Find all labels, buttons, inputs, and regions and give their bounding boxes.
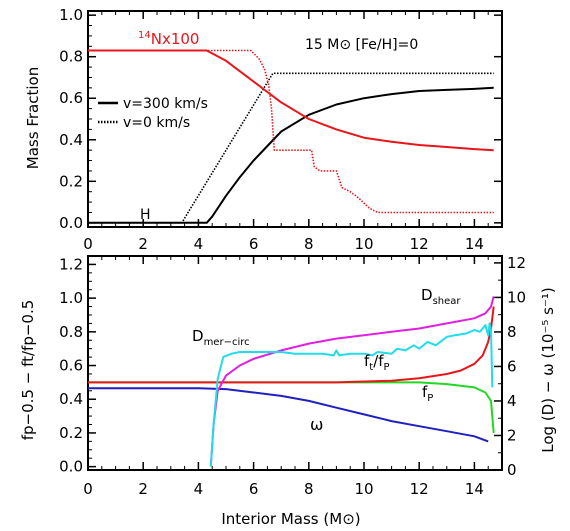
- label-ft-main: f: [364, 352, 370, 370]
- bottom-y2tick-label: 6: [507, 357, 517, 375]
- bottom-y2tick-label: 8: [507, 323, 517, 341]
- bottom-series-0: [88, 387, 489, 443]
- top-ytick-label: 0.4: [59, 131, 83, 149]
- bottom-ytick-label: 0.4: [59, 390, 83, 408]
- legend-dotted-label: v=0 km/s: [123, 115, 190, 131]
- top-series-0: [88, 86, 494, 224]
- label-ft-sub: t: [369, 362, 373, 373]
- label-n14-sup: 14: [138, 30, 151, 41]
- bottom-ylabel-left: fp−0.5 − ft/fp−0.5: [19, 300, 37, 441]
- label-d-mer-sub: mer−circ: [204, 337, 250, 348]
- top-ytick-label: 0.0: [59, 214, 83, 232]
- bottom-ytick-label: 1.0: [59, 289, 83, 307]
- label-d-shear-sub: shear: [433, 296, 462, 307]
- bottom-panel: 0 2 4 6 8 10 12 14 0.0 0.2 0.4 0.6 0.8 1.0 1.2 0 2 4 6 8 10 1…: [59, 254, 526, 498]
- bottom-ylabel-right: Log (D) − ω (10⁻⁵ s⁻¹): [539, 287, 557, 452]
- top-series-3: [88, 49, 494, 214]
- bottom-ytick-label: 0.8: [59, 323, 83, 341]
- bottom-xtick-label: 0: [83, 480, 93, 498]
- bottom-ytick-label: 0.6: [59, 357, 83, 375]
- bottom-xlabel: Interior Mass (M⊙): [221, 510, 360, 528]
- bottom-series-1: [88, 381, 495, 433]
- bottom-series-2: [88, 306, 495, 384]
- label-fp-main-sub: P: [427, 393, 433, 404]
- top-xtick-label: 8: [304, 235, 314, 253]
- top-series-2: [88, 49, 494, 152]
- bottom-ytick-label: 1.2: [59, 255, 83, 273]
- bottom-xtick-label: 14: [465, 480, 484, 498]
- label-fp: fP: [422, 383, 433, 404]
- label-d-mer-main: D: [192, 327, 204, 345]
- label-omega: ω: [310, 415, 323, 434]
- top-xtick-label: 10: [354, 235, 373, 253]
- label-d-shear-main: D: [421, 286, 433, 304]
- bottom-xtick-label: 4: [194, 480, 204, 498]
- bottom-xtick-label: 10: [354, 480, 373, 498]
- bottom-y2tick-label: 12: [507, 254, 526, 272]
- label-fp-sub: P: [384, 362, 390, 373]
- bottom-series-4: [209, 322, 494, 467]
- top-xtick-label: 6: [249, 235, 259, 253]
- top-series-1: [88, 72, 494, 224]
- top-xtick-label: 2: [138, 235, 148, 253]
- top-panel: 0 2 4 6 8 10 12 14 0.0 0.2 0.4 0.6 0.8 1.0: [59, 6, 503, 253]
- bottom-y2tick-label: 0: [507, 461, 517, 479]
- bottom-ytick-label: 0.2: [59, 424, 83, 442]
- bottom-xtick-label: 6: [249, 480, 259, 498]
- top-ytick-label: 0.8: [59, 48, 83, 66]
- top-xtick-label: 12: [410, 235, 429, 253]
- bottom-xtick-label: 2: [138, 480, 148, 498]
- top-ytick-label: 0.2: [59, 172, 83, 190]
- label-n14-text: Nx100: [151, 30, 200, 48]
- annotation-mass-metallicity: 15 M⊙ [Fe/H]=0: [305, 37, 418, 53]
- label-fp-main: f: [422, 383, 428, 401]
- bottom-xtick-label: 12: [410, 480, 429, 498]
- top-xtick-label: 14: [465, 235, 484, 253]
- bottom-y2tick-label: 4: [507, 392, 517, 410]
- label-fp-slash: /f: [373, 352, 384, 370]
- legend: v=300 km/s v=0 km/s: [98, 96, 208, 131]
- top-xtick-label: 0: [83, 235, 93, 253]
- label-ft-fp: ft/fP: [364, 352, 390, 373]
- top-ytick-label: 1.0: [59, 6, 83, 24]
- bottom-ytick-label: 0.0: [59, 458, 83, 476]
- bottom-y2tick-label: 2: [507, 426, 517, 444]
- bottom-frame: [87, 255, 503, 471]
- label-d-mer-circ: Dmer−circ: [192, 327, 250, 348]
- label-h: H: [140, 207, 151, 223]
- bottom-xtick-label: 8: [304, 480, 314, 498]
- top-ytick-label: 0.6: [59, 89, 83, 107]
- legend-solid-label: v=300 km/s: [123, 96, 208, 112]
- bottom-y2tick-label: 10: [507, 288, 526, 306]
- label-n14: 14Nx100: [138, 30, 199, 48]
- label-d-shear: Dshear: [421, 286, 461, 307]
- top-xtick-label: 4: [194, 235, 204, 253]
- bottom-series-3: [209, 296, 495, 467]
- top-ylabel: Mass Fraction: [24, 67, 42, 169]
